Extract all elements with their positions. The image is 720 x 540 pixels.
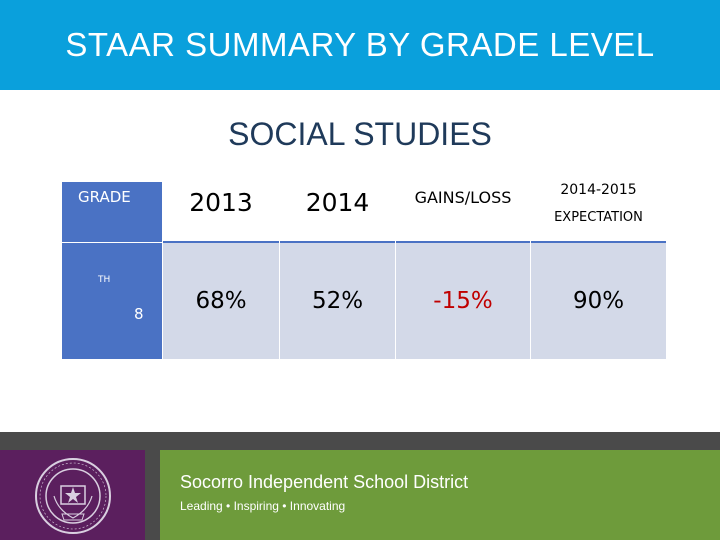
grade-header-label: GRADE (78, 188, 131, 206)
grade-value: 8 TH (98, 275, 144, 323)
district-seal-icon (35, 458, 111, 534)
column-divider (279, 182, 280, 359)
header-cell-2014 (280, 182, 395, 241)
header-2013: 2013 (189, 188, 253, 217)
column-divider (395, 182, 396, 359)
header-cell-expectation (531, 182, 666, 241)
grade-suffix: TH (98, 275, 111, 285)
value-2014: 52% (311, 288, 364, 314)
page-title: STAAR SUMMARY BY GRADE LEVEL (65, 26, 655, 63)
grade-value-cell: 8 TH (62, 243, 162, 359)
header-expectation-label: EXPECTATION (554, 210, 643, 225)
value-expectation: 90% (572, 288, 625, 314)
cell-expectation (531, 243, 666, 359)
footer-divider-bar (0, 432, 720, 450)
header-divider (163, 241, 666, 243)
value-gains-loss: -15% (433, 288, 493, 314)
district-name: Socorro Independent School District (180, 472, 469, 492)
cell-gains (396, 243, 530, 359)
header-2014: 2014 (305, 188, 370, 217)
grade-header-cell: GRADE (62, 182, 162, 242)
footer-separator (145, 450, 160, 540)
cell-2014 (280, 243, 395, 359)
district-tagline: Leading • Inspiring • Innovating (180, 499, 346, 513)
column-divider (530, 182, 531, 359)
header-gains-loss: GAINS/LOSS (414, 188, 512, 207)
header-bar: STAAR SUMMARY BY GRADE LEVEL (0, 0, 720, 90)
header-cell-2013 (163, 182, 279, 241)
header-cell-gains (396, 182, 530, 241)
subject-title: SOCIAL STUDIES (228, 116, 492, 152)
value-2013: 68% (195, 288, 247, 314)
cell-2013 (163, 243, 279, 359)
header-expectation-years: 2014-2015 (560, 182, 637, 198)
